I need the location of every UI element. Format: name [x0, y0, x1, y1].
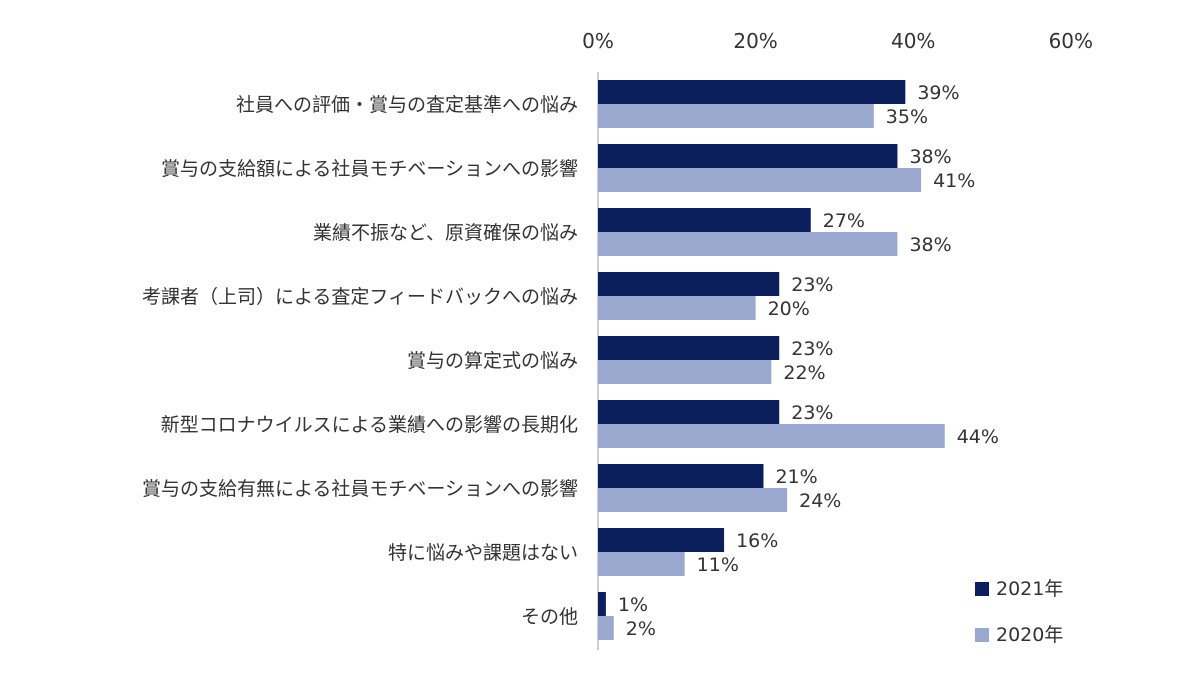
data-label: 35%: [886, 106, 928, 128]
data-label: 23%: [791, 402, 833, 424]
bar-series-1: [598, 400, 780, 424]
data-label: 16%: [736, 530, 778, 552]
data-label: 24%: [799, 490, 841, 512]
data-label: 39%: [917, 82, 959, 104]
x-axis-ticks: 0% 20% 40% 60%: [582, 29, 1093, 53]
data-label: 22%: [783, 362, 825, 384]
bar-series-1: [598, 592, 606, 616]
legend-swatch: [975, 582, 989, 596]
data-label: 23%: [791, 338, 833, 360]
category-label: 賞与の算定式の悩み: [407, 350, 578, 372]
category-label: 賞与の支給額による社員モチベーションへの影響: [161, 158, 578, 180]
bar-series-2: [598, 488, 788, 512]
data-label: 44%: [957, 426, 999, 448]
data-label: 2%: [626, 618, 656, 640]
category-label: 賞与の支給有無による社員モチベーションへの影響: [142, 478, 578, 500]
data-label: 27%: [823, 210, 865, 232]
x-tick-label: 20%: [733, 29, 777, 53]
data-label: 21%: [775, 466, 817, 488]
legend-label: 2021年: [996, 578, 1063, 600]
x-tick-label: 40%: [891, 29, 935, 53]
data-label: 38%: [909, 146, 951, 168]
category-label: 社員への評価・賞与の査定基準への悩み: [236, 94, 578, 116]
data-label: 23%: [791, 274, 833, 296]
category-label: 特に悩みや課題はない: [388, 542, 578, 564]
bar-series-2: [598, 168, 922, 192]
bar-series-1: [598, 336, 780, 360]
bar-series-1: [598, 208, 811, 232]
bar-series-2: [598, 360, 772, 384]
bar-series-1: [598, 80, 906, 104]
bars: 39%35%38%41%27%38%23%20%23%22%23%44%21%2…: [598, 80, 999, 640]
data-label: 41%: [933, 170, 975, 192]
bar-series-1: [598, 464, 764, 488]
legend: 2021年 2020年: [975, 578, 1063, 646]
category-label: 業績不振など、原資確保の悩み: [313, 222, 578, 244]
bar-series-2: [598, 232, 898, 256]
legend-label: 2020年: [996, 624, 1063, 646]
category-labels: 社員への評価・賞与の査定基準への悩み賞与の支給額による社員モチベーションへの影響…: [142, 94, 578, 628]
bar-series-2: [598, 296, 756, 320]
category-label: その他: [521, 606, 578, 628]
data-label: 20%: [768, 298, 810, 320]
bar-series-1: [598, 144, 898, 168]
category-label: 新型コロナウイルスによる業績への影響の長期化: [161, 414, 578, 436]
bar-series-1: [598, 528, 725, 552]
data-label: 1%: [618, 594, 648, 616]
bar-series-2: [598, 424, 945, 448]
bar-series-2: [598, 104, 874, 128]
x-tick-label: 0%: [582, 29, 614, 53]
legend-swatch: [975, 628, 989, 642]
bar-series-1: [598, 272, 780, 296]
category-label: 考課者（上司）による査定フィードバックへの悩み: [142, 286, 578, 308]
data-label: 11%: [697, 554, 739, 576]
bar-series-2: [598, 616, 614, 640]
data-label: 38%: [909, 234, 951, 256]
x-tick-label: 60%: [1049, 29, 1093, 53]
bar-series-2: [598, 552, 685, 576]
